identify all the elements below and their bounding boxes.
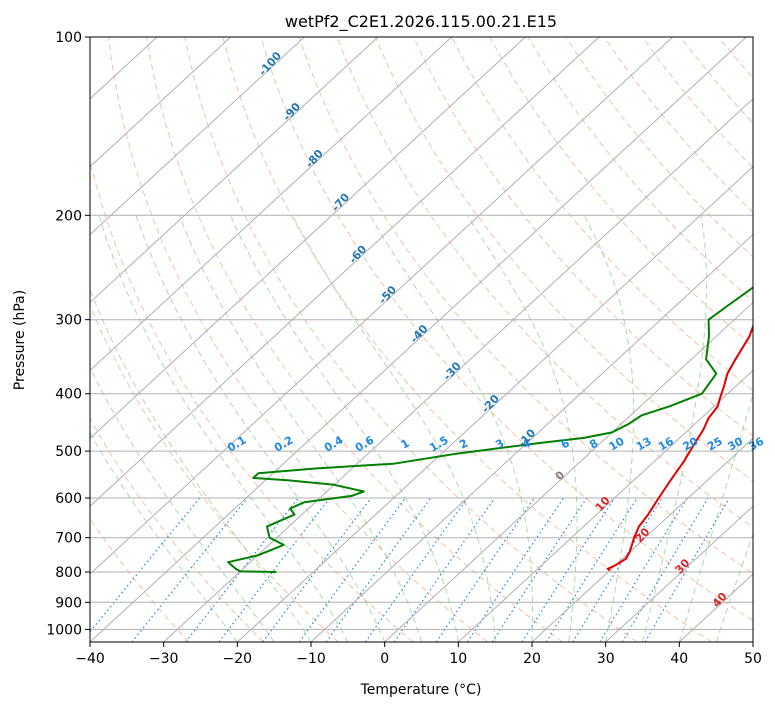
mixing-ratio-line xyxy=(491,497,588,642)
moist-adiabat xyxy=(642,215,708,642)
y-axis-label: Pressure (hPa) xyxy=(12,290,28,390)
dry-adiabat xyxy=(90,159,414,642)
temperature-profile xyxy=(606,323,753,572)
x-tick-label: 50 xyxy=(744,651,762,667)
plot-frame xyxy=(89,36,754,643)
mixing-ratio-line xyxy=(218,497,331,642)
dry-adiabat xyxy=(298,37,753,575)
dry-adiabat xyxy=(413,37,753,437)
y-tick-label: 700 xyxy=(55,531,82,547)
dry-adiabat xyxy=(260,37,753,622)
isotherm-line xyxy=(163,98,753,642)
y-tick-label: 800 xyxy=(55,565,82,581)
mixing-ratio-line xyxy=(262,497,372,642)
moist-adiabat xyxy=(135,215,386,642)
dry-adiabat xyxy=(489,37,753,347)
moist-adiabat xyxy=(466,215,578,642)
isotherm-line xyxy=(531,437,753,642)
x-tick-label: 30 xyxy=(597,651,615,667)
moist-adiabat xyxy=(583,215,634,642)
x-tick-label: 20 xyxy=(523,651,541,667)
profile-lines xyxy=(227,286,753,573)
x-tick-label: 10 xyxy=(449,651,467,667)
y-tick-label: 500 xyxy=(55,444,82,460)
moist-adiabat xyxy=(90,287,312,642)
moist-adiabat xyxy=(369,215,533,642)
x-tick-label: −30 xyxy=(149,651,179,667)
dry-adiabat xyxy=(527,37,753,302)
isotherm-line xyxy=(90,37,453,372)
dry-adiabat xyxy=(451,37,753,392)
isotherm-line xyxy=(90,37,379,304)
dry-adiabat xyxy=(90,304,339,642)
isotherm-line xyxy=(90,37,526,439)
mixing-ratio-line xyxy=(599,497,688,642)
isotherm-line xyxy=(90,37,674,575)
x-tick-label: 0 xyxy=(380,651,389,667)
dry-adiabat xyxy=(184,37,638,642)
isotherm-line xyxy=(384,301,753,642)
mixing-ratio-line xyxy=(466,497,564,642)
y-tick-label: 1000 xyxy=(46,622,82,638)
x-axis-label: Temperature (°C) xyxy=(360,682,482,698)
y-tick-label: 900 xyxy=(55,595,82,611)
mixing-ratio-line xyxy=(572,497,663,642)
x-tick-label: −20 xyxy=(223,651,253,667)
axes: −40 −30 −20 −10 0 10 20 30 40 50 100 200 300 400 500 60… xyxy=(46,30,762,667)
y-tick-label: 100 xyxy=(55,30,82,46)
y-tick-label: 300 xyxy=(55,313,82,329)
mixing-ratio-line xyxy=(325,497,432,642)
isotherm-line xyxy=(90,37,305,236)
dewpoint-profile xyxy=(227,286,753,573)
dry-adiabat xyxy=(90,417,264,642)
isotherm-line xyxy=(236,166,753,642)
background-lines xyxy=(90,37,753,642)
moist-adiabat xyxy=(229,215,459,642)
mixing-ratio-line xyxy=(185,497,299,642)
y-tick-label: 600 xyxy=(55,491,82,507)
y-tick-label: 400 xyxy=(55,387,82,403)
isotherm-line xyxy=(90,37,747,642)
isotherm-line xyxy=(90,37,232,168)
mixing-ratio-line xyxy=(364,497,469,642)
mixing-ratio-line xyxy=(521,497,616,642)
isotherm-line xyxy=(90,37,600,507)
dry-adiabat xyxy=(146,37,563,642)
dry-adiabat xyxy=(374,37,753,482)
x-tick-label: −40 xyxy=(75,651,105,667)
mixing-ratio-line xyxy=(545,497,638,642)
mixing-ratio-line xyxy=(298,497,406,642)
y-tick-label: 200 xyxy=(55,208,82,224)
chart-title: wetPf2_C2E1.2026.115.00.21.E15 xyxy=(285,12,557,32)
mixing-ratio-line xyxy=(644,497,731,642)
x-tick-label: −10 xyxy=(296,651,326,667)
mixing-ratio-line xyxy=(435,497,535,642)
isotherm-line xyxy=(605,505,753,642)
dry-adiabat xyxy=(336,37,753,528)
mixing-ratio-line xyxy=(393,497,496,642)
grid-lines xyxy=(90,37,753,642)
x-tick-label: 40 xyxy=(670,651,688,667)
isotherm-line xyxy=(310,233,753,642)
isotherm-line xyxy=(457,369,753,642)
